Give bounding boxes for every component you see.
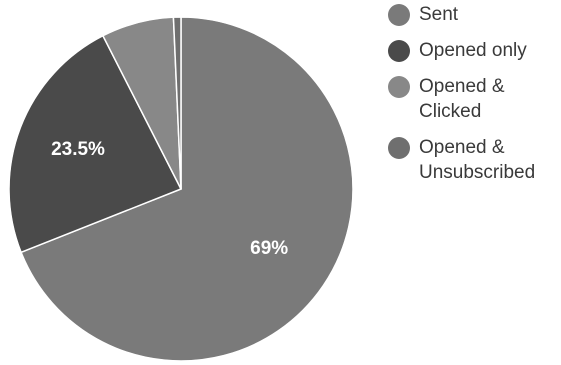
- legend-swatch-icon: [388, 40, 410, 62]
- legend-item: Sent: [388, 2, 561, 27]
- legend-label: Opened & Clicked: [419, 76, 505, 122]
- pie-slice-labels: 69% 23.5%: [51, 139, 288, 259]
- legend-label: Sent: [419, 4, 459, 25]
- slice-value-label: 69%: [250, 238, 288, 259]
- legend-swatch-icon: [388, 137, 410, 159]
- legend-label: Opened & Unsubscribed: [419, 137, 536, 183]
- pie-outline: [8, 16, 354, 362]
- legend-label: Opened only: [419, 40, 527, 61]
- legend-swatch-icon: [388, 4, 410, 26]
- legend-item: Opened & Clicked: [388, 74, 561, 124]
- pie-slices: [8, 16, 354, 362]
- legend-item: Opened only: [388, 38, 561, 63]
- legend-item: Opened & Unsubscribed: [388, 135, 561, 185]
- slice-value-label: 23.5%: [51, 139, 105, 160]
- legend-swatch-icon: [388, 76, 410, 98]
- chart-legend: Sent Opened only Opened & Clicked Opened & …: [388, 2, 561, 196]
